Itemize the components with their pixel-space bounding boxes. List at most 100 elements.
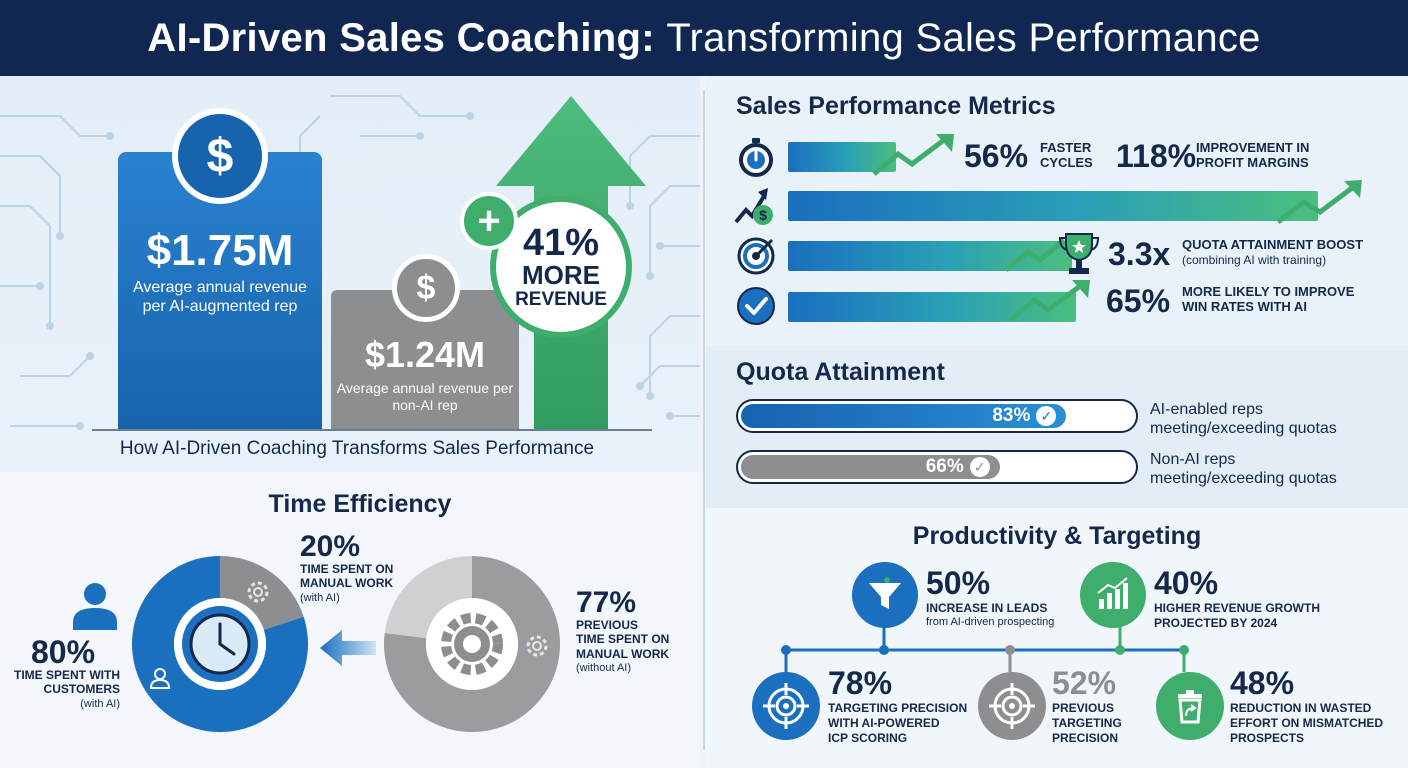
trophy-icon xyxy=(1058,233,1100,274)
stat-77-num: 77% xyxy=(576,586,637,619)
stat-20-label-2: MANUAL WORK xyxy=(300,576,394,591)
quota-ai-label: AI-enabled reps meeting/exceeding quotas xyxy=(1150,400,1337,438)
quota-ai-pct: 83% xyxy=(992,405,1031,426)
metric-2-label-1: IMPROVEMENT IN xyxy=(1196,140,1310,155)
metric-1-label: FASTER CYCLES xyxy=(1040,140,1093,171)
growth-line2: REVENUE xyxy=(515,288,607,310)
quota-nonai-label-1: Non-AI reps xyxy=(1150,451,1236,468)
stat-20-num: 20% xyxy=(300,530,361,563)
waste-label-3: PROSPECTS xyxy=(1230,731,1305,745)
precision-label-2: WITH AI-POWERED xyxy=(828,716,940,730)
stat-77-sub: (without AI) xyxy=(576,662,632,675)
prev-precision-label-2: TARGETING xyxy=(1052,716,1122,730)
trend-arrow-icon xyxy=(1008,280,1090,322)
metric-4-label-1: MORE LIKELY TO IMPROVE xyxy=(1182,284,1355,299)
waste-label-2: EFFORT ON MISMATCHED xyxy=(1230,716,1384,730)
metrics-title: Sales Performance Metrics xyxy=(736,92,1056,120)
quota-ai-track: 83% ✓ xyxy=(736,399,1138,433)
metric-4-label-2: WIN RATES WITH AI xyxy=(1182,298,1307,314)
metric-1-label-2: CYCLES xyxy=(1040,154,1093,170)
ai-revenue-desc: Average annual revenue per AI-augmented … xyxy=(132,279,308,316)
donut-without-ai xyxy=(384,556,560,732)
page-header: AI-Driven Sales Coaching: Transforming S… xyxy=(0,0,1408,76)
stat-previous-manual: 77% PREVIOUS TIME SPENT ON MANUAL WORK (… xyxy=(576,588,669,675)
growth-line1: MORE xyxy=(522,260,600,291)
stat-20-sub: (with AI) xyxy=(300,591,340,604)
prev-precision-num: 52% xyxy=(1052,665,1117,701)
revenue-baseline xyxy=(92,429,652,431)
prev-precision-label-3: PRECISION xyxy=(1052,731,1119,745)
ai-revenue-value: $1.75M xyxy=(146,226,294,275)
donut-prev-rest-arc xyxy=(384,556,472,639)
quota-ai-fill: 83% ✓ xyxy=(741,404,1067,428)
bar-chart-icon xyxy=(1080,562,1146,628)
trend-arrow-icon xyxy=(872,134,954,176)
title-rest: Transforming Sales Performance xyxy=(666,15,1261,60)
stat-77-label-3: MANUAL WORK xyxy=(576,646,670,661)
stat-80-label-1: TIME SPENT WITH xyxy=(14,668,120,682)
growth-pct: 41% xyxy=(522,222,600,265)
growth-dollar-icon: $ xyxy=(734,188,773,225)
metric-4-label: MORE LIKELY TO IMPROVE WIN RATES WITH AI xyxy=(1182,284,1355,315)
growth-label: HIGHER REVENUE GROWTH PROJECTED BY 2024 xyxy=(1154,601,1320,631)
donut-with-ai xyxy=(132,556,308,732)
trend-arrow-icon xyxy=(1276,180,1362,224)
metric-2-label: IMPROVEMENT IN PROFIT MARGINS xyxy=(1196,140,1310,171)
gear-icon xyxy=(247,581,269,603)
waste-label-1: REDUCTION IN WASTED xyxy=(1230,701,1372,715)
target-icon xyxy=(737,237,775,275)
recycle-bin-icon xyxy=(1156,672,1224,740)
metric-1-label-1: FASTER xyxy=(1040,140,1092,155)
crosshair-gray-icon xyxy=(978,672,1046,740)
growth-label-1: HIGHER REVENUE GROWTH xyxy=(1154,601,1321,615)
gear-small-icon xyxy=(526,635,548,657)
stopwatch-icon xyxy=(739,138,773,177)
productivity-title: Productivity & Targeting xyxy=(912,522,1202,550)
trend-arrow-icon xyxy=(1004,238,1066,272)
growth-label-2: PROJECTED BY 2024 xyxy=(1154,616,1278,630)
donut-prev-manual-arc xyxy=(384,556,560,732)
revenue-caption: How AI-Driven Coaching Transforms Sales … xyxy=(119,438,595,459)
svg-text:$: $ xyxy=(759,207,767,223)
metric-3-label-1: QUOTA ATTAINMENT BOOST xyxy=(1182,237,1364,252)
donut-ai-customers-arc xyxy=(132,556,308,732)
metric-2-num: 118% xyxy=(1116,138,1197,174)
page-title: AI-Driven Sales Coaching: Transforming S… xyxy=(147,16,1260,61)
metric-2-label-2: PROFIT MARGINS xyxy=(1196,154,1309,170)
funnel-icon xyxy=(852,562,918,628)
metric-1-num: 56% xyxy=(964,138,1029,174)
prev-precision-label: PREVIOUS TARGETING PRECISION xyxy=(1052,701,1122,746)
time-efficiency-title: Time Efficiency xyxy=(268,490,452,518)
metric-bar-2 xyxy=(788,191,1318,221)
quota-ai-label-1: AI-enabled reps xyxy=(1150,401,1263,418)
quota-title: Quota Attainment xyxy=(736,358,945,386)
metric-3-label-2: (combining AI with training) xyxy=(1182,252,1327,267)
quota-nonai-fill: 66% ✓ xyxy=(741,455,1000,479)
waste-num: 48% xyxy=(1230,665,1295,701)
circuit-pattern-left xyxy=(0,95,700,430)
quota-nonai-track: 66% ✓ xyxy=(736,450,1138,484)
gear-large-icon xyxy=(441,613,503,675)
check-icon: ✓ xyxy=(1036,406,1057,426)
quota-nonai-label-2: meeting/exceeding quotas xyxy=(1150,470,1337,488)
stat-20-label-1: TIME SPENT ON xyxy=(300,562,394,576)
connector-lines xyxy=(781,620,1189,672)
precision-label-3: ICP SCORING xyxy=(828,731,908,745)
metric-3-label: QUOTA ATTAINMENT BOOST (combining AI wit… xyxy=(1182,237,1364,267)
metric-3-num: 3.3x xyxy=(1108,236,1171,272)
user-outline-icon xyxy=(149,668,171,689)
precision-num: 78% xyxy=(828,665,893,701)
stat-manual-with-ai: 20% TIME SPENT ON MANUAL WORK (with AI) xyxy=(300,532,393,605)
leads-sub: from AI-driven prospecting xyxy=(926,616,1055,628)
clock-icon xyxy=(182,606,258,682)
checkmark-icon xyxy=(737,287,775,325)
plus-icon: + xyxy=(460,192,518,250)
stat-customers-with-ai: 80% TIME SPENT WITH CUSTOMERS (with AI) xyxy=(6,636,120,711)
stat-80-sub: (with AI) xyxy=(80,697,120,710)
quota-ai-label-2: meeting/exceeding quotas xyxy=(1150,420,1337,438)
quota-nonai-label: Non-AI reps meeting/exceeding quotas xyxy=(1150,450,1337,488)
metric-bar-1 xyxy=(788,142,896,172)
leads-label: INCREASE IN LEADS xyxy=(926,601,1048,615)
stat-80-label-2: CUSTOMERS xyxy=(43,682,120,697)
growth-num: 40% xyxy=(1154,565,1219,601)
